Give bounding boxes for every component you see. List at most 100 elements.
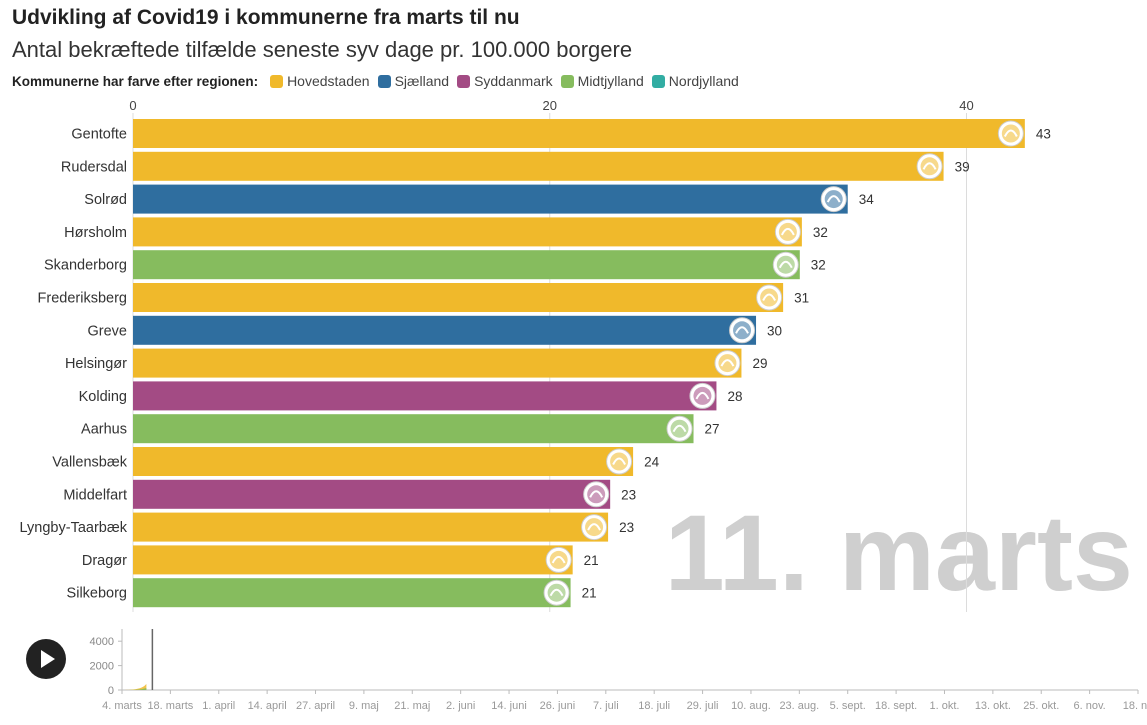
legend-label: Syddanmark (474, 73, 553, 89)
value-label: 34 (859, 192, 875, 207)
value-label: 32 (811, 258, 826, 273)
category-label: Hørsholm (64, 225, 127, 241)
municipality-emblem-icon (689, 382, 716, 409)
value-label: 29 (752, 356, 767, 371)
timeline-date-label: 5. sept. (830, 700, 866, 712)
timeline-date-label: 18. sept. (875, 700, 917, 712)
municipality-emblem-icon (756, 284, 783, 311)
bar[interactable] (133, 348, 742, 378)
timeline-date-label: 1. okt. (929, 700, 959, 712)
legend-swatch (377, 74, 391, 88)
legend-item-hovedstaden[interactable]: Hovedstaden (270, 73, 370, 89)
timeline-date-label: 18. no (1123, 700, 1147, 712)
bar[interactable] (133, 315, 757, 345)
category-label: Silkeborg (67, 586, 127, 602)
chart-subtitle: Antal bekræftede tilfælde seneste syv da… (12, 37, 633, 62)
category-label: Kolding (79, 389, 127, 405)
municipality-emblem-icon (666, 415, 693, 442)
municipality-emblem-icon (545, 546, 572, 573)
timeline-date-label: 14. april (248, 700, 287, 712)
municipality-emblem-icon (583, 481, 610, 508)
timeline-date-label: 18. juli (638, 700, 670, 712)
municipality-emblem-icon (774, 218, 801, 245)
bar[interactable] (133, 250, 800, 280)
bar[interactable] (133, 119, 1025, 148)
bar[interactable] (133, 217, 802, 247)
bar[interactable] (133, 479, 611, 509)
category-label: Skanderborg (44, 258, 127, 274)
bar[interactable] (133, 283, 784, 312)
bar[interactable] (133, 151, 944, 181)
timeline-date-label: 14. juni (491, 700, 526, 712)
value-label: 39 (955, 159, 970, 174)
municipality-emblem-icon (820, 186, 847, 213)
timeline-date-label: 9. maj (349, 700, 379, 712)
legend-item-syddanmark[interactable]: Syddanmark (457, 73, 553, 89)
timeline-date-label: 27. april (296, 700, 335, 712)
timeline-y-tick-label: 4000 (90, 636, 114, 648)
timeline-date-label: 29. juli (687, 700, 719, 712)
municipality-emblem-icon (714, 350, 741, 377)
timeline-date-label: 6. nov. (1074, 700, 1106, 712)
municipality-emblem-icon (772, 251, 799, 278)
legend-title: Kommunerne har farve efter regionen: (12, 73, 259, 89)
municipality-emblem-icon (606, 448, 633, 475)
x-tick-label: 20 (543, 98, 557, 113)
category-label: Aarhus (81, 422, 127, 438)
x-tick-label: 40 (959, 98, 973, 113)
value-label: 30 (767, 323, 782, 338)
value-label: 31 (794, 291, 809, 306)
value-label: 32 (813, 225, 828, 240)
x-tick-label: 0 (129, 98, 136, 113)
value-label: 43 (1036, 127, 1051, 142)
timeline-date-label: 26. juni (540, 700, 575, 712)
category-label: Greve (88, 323, 128, 339)
value-label: 27 (705, 422, 720, 437)
legend-label: Hovedstaden (287, 73, 370, 89)
legend-item-midtjylland[interactable]: Midtjylland (560, 73, 644, 89)
municipality-emblem-icon (543, 579, 570, 606)
date-watermark: 11. marts (665, 492, 1133, 612)
category-label: Vallensbæk (52, 455, 127, 471)
municipality-emblem-icon (997, 120, 1024, 147)
chart-title: Udvikling af Covid19 i kommunerne fra ma… (12, 6, 520, 29)
timeline[interactable]: 0 2000 4000 4. marts 18. marts 1. april 14. ap… (0, 620, 1147, 725)
category-label: Solrød (84, 192, 127, 208)
value-label: 21 (584, 553, 599, 568)
legend: Kommunerne har farve efter regionen: Hov… (12, 71, 747, 91)
municipality-emblem-icon (729, 317, 756, 344)
timeline-date-label: 4. marts (102, 700, 142, 712)
bar[interactable] (133, 447, 634, 476)
category-label: Dragør (82, 553, 127, 569)
municipality-emblem-icon (916, 153, 943, 180)
legend-label: Nordjylland (668, 73, 739, 89)
bar[interactable] (133, 381, 717, 411)
municipality-emblem-icon (581, 514, 608, 541)
legend-label: Sjælland (394, 73, 450, 89)
bar[interactable] (133, 578, 571, 608)
timeline-mini-area (122, 684, 147, 690)
category-label: Gentofte (71, 127, 127, 143)
bar-chart: 11. marts 0 20 40 Gentofte 43 Rudersdal 39 Solrø… (20, 98, 1133, 612)
legend-swatch (560, 74, 574, 88)
timeline-y-tick-label: 0 (108, 685, 114, 697)
legend-item-sjaelland[interactable]: Sjælland (377, 73, 450, 89)
timeline-date-label: 13. okt. (975, 700, 1011, 712)
value-label: 23 (621, 487, 636, 502)
bar[interactable] (133, 545, 573, 575)
bar[interactable] (133, 414, 694, 444)
value-label: 24 (644, 455, 660, 470)
timeline-date-label: 2. juni (446, 700, 475, 712)
value-label: 28 (727, 389, 742, 404)
value-label: 23 (619, 520, 634, 535)
play-icon (41, 650, 55, 668)
bar[interactable] (133, 512, 609, 542)
legend-swatch (651, 74, 665, 88)
timeline-mini-area-secondary (122, 687, 147, 690)
timeline-date-label: 21. maj (394, 700, 430, 712)
play-button[interactable] (26, 639, 66, 679)
legend-item-nordjylland[interactable]: Nordjylland (651, 73, 739, 89)
bar[interactable] (133, 184, 848, 214)
category-label: Lyngby-Taarbæk (20, 520, 128, 536)
category-label: Middelfart (63, 487, 127, 503)
